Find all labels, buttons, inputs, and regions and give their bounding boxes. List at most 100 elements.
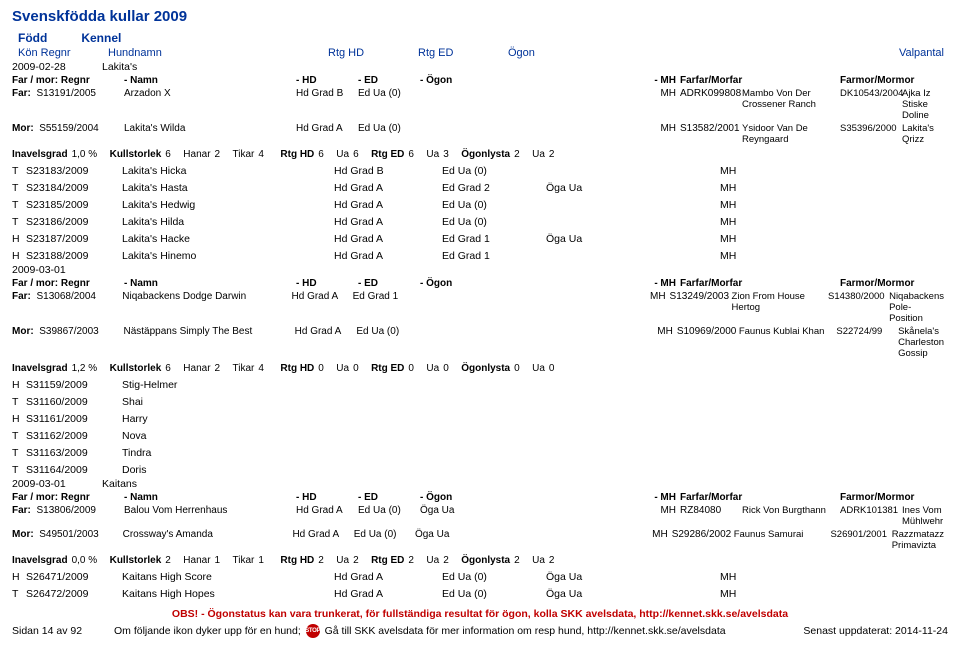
hanar-val: 2 xyxy=(215,149,229,160)
footer-page: Sidan 14 av 92 xyxy=(12,625,108,637)
col-rtghd: Rtg HD xyxy=(328,47,418,59)
hanar-lbl: Hanar xyxy=(183,555,210,566)
dog-ed: Ed Ua (0) xyxy=(442,165,546,177)
litter-date-line: 2009-02-28Lakita's xyxy=(12,61,948,73)
rtged-lbl: Rtg ED xyxy=(371,555,404,566)
dog-ogon: Öga Ua xyxy=(546,571,720,583)
parent-ogon: Öga Ua xyxy=(415,529,614,540)
dog-sex: T xyxy=(12,182,26,194)
ua2-val: 0 xyxy=(443,363,457,374)
ph-namn: - Namn xyxy=(124,278,296,289)
mor-row: Mor: S39867/2003Nästäppans Simply The Be… xyxy=(12,326,948,359)
tikar-lbl: Tikar xyxy=(233,555,255,566)
column-header-row: Kön Regnr Hundnamn Rtg HD Rtg ED Ögon Va… xyxy=(18,47,948,59)
dog-row: TS23186/2009Lakita's HildaHd Grad AEd Ua… xyxy=(12,216,948,228)
dog-sex: H xyxy=(12,571,26,583)
kull-lbl: Kullstorlek xyxy=(110,555,162,566)
parent-ogon: Öga Ua xyxy=(420,505,622,516)
parent-ed: Ed Grad 1 xyxy=(353,291,414,302)
dog-reg: S31162/2009 xyxy=(26,430,122,442)
parent-ff-name: Faunus Kublai Khan xyxy=(739,326,837,337)
dog-ed: Ed Grad 2 xyxy=(442,182,546,194)
ph-namn: - Namn xyxy=(124,75,296,86)
dog-row: TS31163/2009Tindra xyxy=(12,447,948,459)
dog-row: TS31160/2009Shai xyxy=(12,396,948,408)
ph-hd: - HD xyxy=(296,75,358,86)
dog-sex: T xyxy=(12,216,26,228)
dog-sex: H xyxy=(12,250,26,262)
ph-ogon: - Ögon xyxy=(420,75,622,86)
ogon-val: 0 xyxy=(514,363,528,374)
ph-hd: - HD xyxy=(296,278,358,289)
dog-row: TS23183/2009Lakita's HickaHd Grad BEd Ua… xyxy=(12,165,948,177)
ph-fm: Farmor/Mormor xyxy=(840,75,948,86)
parent-reg: Mor: S49501/2003 xyxy=(12,529,123,540)
ph-namn: - Namn xyxy=(124,492,296,503)
dog-row: TS31162/2009Nova xyxy=(12,430,948,442)
dog-name: Lakita's Hasta xyxy=(122,182,334,194)
dog-sex: T xyxy=(12,396,26,408)
dog-name: Lakita's Hicka xyxy=(122,165,334,177)
dog-name: Stig-Helmer xyxy=(122,379,334,391)
ua3-lbl: Ua xyxy=(532,555,545,566)
dog-name: Lakita's Hacke xyxy=(122,233,334,245)
dog-name: Lakita's Hilda xyxy=(122,216,334,228)
dog-reg: S23187/2009 xyxy=(26,233,122,245)
dog-row: HS23187/2009Lakita's HackeHd Grad AEd Gr… xyxy=(12,233,948,245)
ph-ed: - ED xyxy=(358,278,420,289)
ogon-lbl: Ögonlysta xyxy=(461,555,510,566)
parent-fm-name: Lakita's Qrizz xyxy=(902,123,948,145)
parent-mh: MH xyxy=(622,505,680,516)
footer-row: Sidan 14 av 92 Om följande ikon dyker up… xyxy=(12,624,948,638)
subhead-fodd: Född xyxy=(18,31,78,45)
dog-mh: MH xyxy=(720,250,770,262)
dog-ed: Ed Ua (0) xyxy=(442,216,546,228)
parent-name: Niqabackens Dodge Darwin xyxy=(122,291,291,302)
dog-name: Kaitans High Hopes xyxy=(122,588,334,600)
dog-row: HS26471/2009Kaitans High ScoreHd Grad AE… xyxy=(12,571,948,583)
ph-fm: Farmor/Mormor xyxy=(840,278,948,289)
ua2-val: 2 xyxy=(443,555,457,566)
tikar-val: 1 xyxy=(258,555,276,566)
rtghd-val: 6 xyxy=(318,149,332,160)
dog-reg: S23186/2009 xyxy=(26,216,122,228)
litter-kennel: Kaitans xyxy=(102,478,137,490)
parent-mh: MH xyxy=(612,291,669,302)
dog-mh: MH xyxy=(720,199,770,211)
inavels-val: 1,2 % xyxy=(72,363,106,374)
ph-fm: Farmor/Mormor xyxy=(840,492,948,503)
footer-mid: Om följande ikon dyker upp för en hund; … xyxy=(114,624,797,638)
dog-reg: S31163/2009 xyxy=(26,447,122,459)
parent-hd: Hd Grad A xyxy=(292,529,353,540)
inavels-lbl: Inavelsgrad xyxy=(12,555,68,566)
dog-ogon: Öga Ua xyxy=(546,233,720,245)
parent-reg: Far: S13806/2009 xyxy=(12,505,124,516)
hanar-val: 1 xyxy=(215,555,229,566)
dog-row: TS31164/2009Doris xyxy=(12,464,948,476)
parent-ff-name: Rick Von Burgthann xyxy=(742,505,840,516)
ua1-lbl: Ua xyxy=(336,149,349,160)
hanar-lbl: Hanar xyxy=(183,149,210,160)
dog-name: Nova xyxy=(122,430,334,442)
parent-ff-id: S10969/2000 xyxy=(677,326,739,337)
footer-mid-a: Om följande ikon dyker upp för en hund; xyxy=(114,625,301,637)
dog-ed: Ed Ua (0) xyxy=(442,571,546,583)
dog-hd: Hd Grad B xyxy=(334,165,442,177)
parent-fm-name: Ajka Iz Stiske Doline xyxy=(902,88,948,121)
dog-sex: H xyxy=(12,379,26,391)
parent-fm-name: Ines Vom Mühlwehr xyxy=(902,505,948,527)
dog-ogon: Öga Ua xyxy=(546,182,720,194)
ua1-val: 2 xyxy=(353,555,367,566)
parent-hd: Hd Grad A xyxy=(296,505,358,516)
parent-fm-name: Razzmatazz Primavizta xyxy=(892,529,948,551)
parent-mh: MH xyxy=(622,88,680,99)
parent-mh: MH xyxy=(619,326,677,337)
dog-hd: Hd Grad A xyxy=(334,216,442,228)
parent-name: Balou Vom Herrenhaus xyxy=(124,505,296,516)
parent-ed: Ed Ua (0) xyxy=(358,505,420,516)
ua3-lbl: Ua xyxy=(532,149,545,160)
rtged-val: 6 xyxy=(408,149,422,160)
dog-reg: S26472/2009 xyxy=(26,588,122,600)
tikar-lbl: Tikar xyxy=(233,149,255,160)
dog-row: TS23184/2009Lakita's HastaHd Grad AEd Gr… xyxy=(12,182,948,194)
